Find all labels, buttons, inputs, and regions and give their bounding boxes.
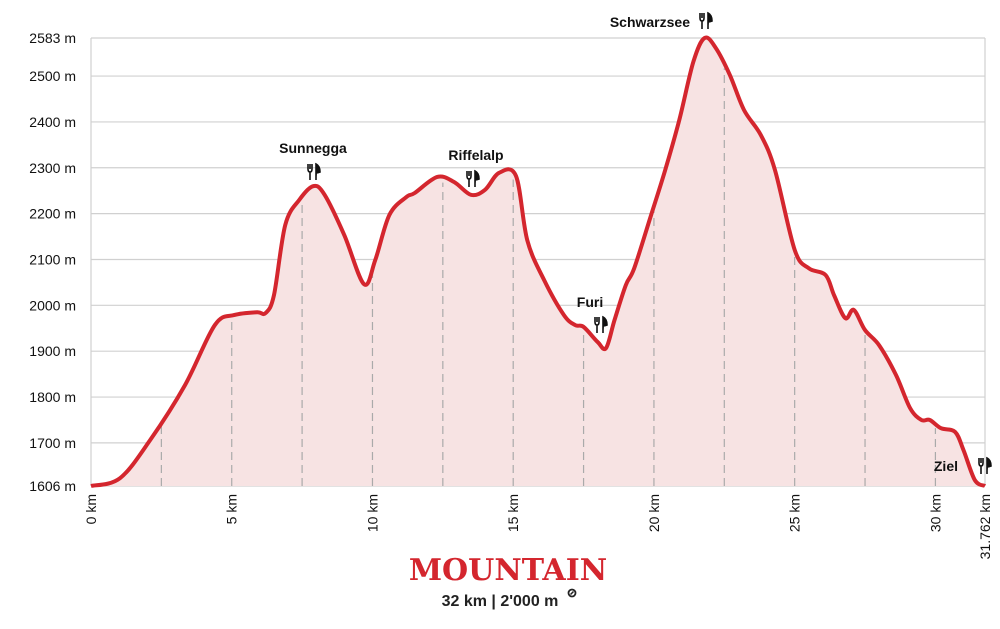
x-tick-label: 0 km	[83, 494, 99, 524]
y-tick-label: 1900 m	[29, 343, 76, 359]
y-tick-label: 2500 m	[29, 68, 76, 84]
fork-shape	[594, 317, 600, 333]
annotation-label: Sunnegga	[279, 140, 347, 156]
x-axis-labels: 0 km 5 km 10 km 15 km 20 km 25 km 30 km 31.762 …	[83, 494, 993, 559]
fork-shape	[466, 171, 472, 187]
restaurant-icon	[699, 11, 713, 29]
fork-shape	[307, 164, 313, 180]
ascent-icon	[567, 588, 577, 598]
x-tick-label: 10 km	[364, 494, 380, 532]
x-tick-label: 25 km	[787, 494, 803, 532]
restaurant-icon	[978, 456, 992, 474]
elevation-line	[90, 35, 987, 488]
restaurant-icon	[307, 162, 321, 180]
annotation-label: Riffelalp	[448, 147, 503, 163]
y-tick-label: 2200 m	[29, 206, 76, 222]
knife-shape	[602, 315, 608, 333]
chart-subtitle: 32 km | 2'000 m	[442, 593, 559, 610]
knife-shape	[315, 162, 321, 180]
annotation-label: Ziel	[934, 458, 958, 474]
x-tick-label: 30 km	[927, 494, 943, 532]
y-tick-label: 1606 m	[29, 478, 76, 494]
y-tick-label: 2300 m	[29, 160, 76, 176]
fork-shape	[699, 13, 705, 29]
knife-shape	[474, 169, 480, 187]
y-tick-label: 1800 m	[29, 389, 76, 405]
x-tick-label: 15 km	[505, 494, 521, 532]
x-tick-label: 31.762 km	[977, 494, 993, 559]
knife-shape	[986, 456, 992, 474]
chart-title: MOUNTAIN	[409, 553, 607, 588]
annotation-label: Schwarzsee	[610, 14, 690, 30]
y-axis-labels: 1606 m 1700 m 1800 m 1900 m 2000 m 2100 m 2200…	[29, 30, 76, 494]
annotation-label: Furi	[577, 294, 603, 310]
y-tick-label: 2100 m	[29, 251, 76, 267]
km-markers	[160, 68, 937, 486]
y-tick-label: 2400 m	[29, 114, 76, 130]
y-tick-label: 1700 m	[29, 435, 76, 451]
y-tick-label: 2000 m	[29, 297, 76, 313]
restaurant-icon	[466, 169, 480, 187]
x-tick-label: 5 km	[224, 494, 240, 524]
elevation-area	[91, 37, 985, 486]
y-tick-label: 2583 m	[29, 30, 76, 46]
knife-shape	[707, 11, 713, 29]
annotations: Sunnegga Riffelalp Furi Schwarzsee Ziel	[279, 11, 992, 474]
x-tick-label: 20 km	[646, 494, 662, 532]
fork-shape	[978, 458, 984, 474]
restaurant-icon	[594, 315, 608, 333]
